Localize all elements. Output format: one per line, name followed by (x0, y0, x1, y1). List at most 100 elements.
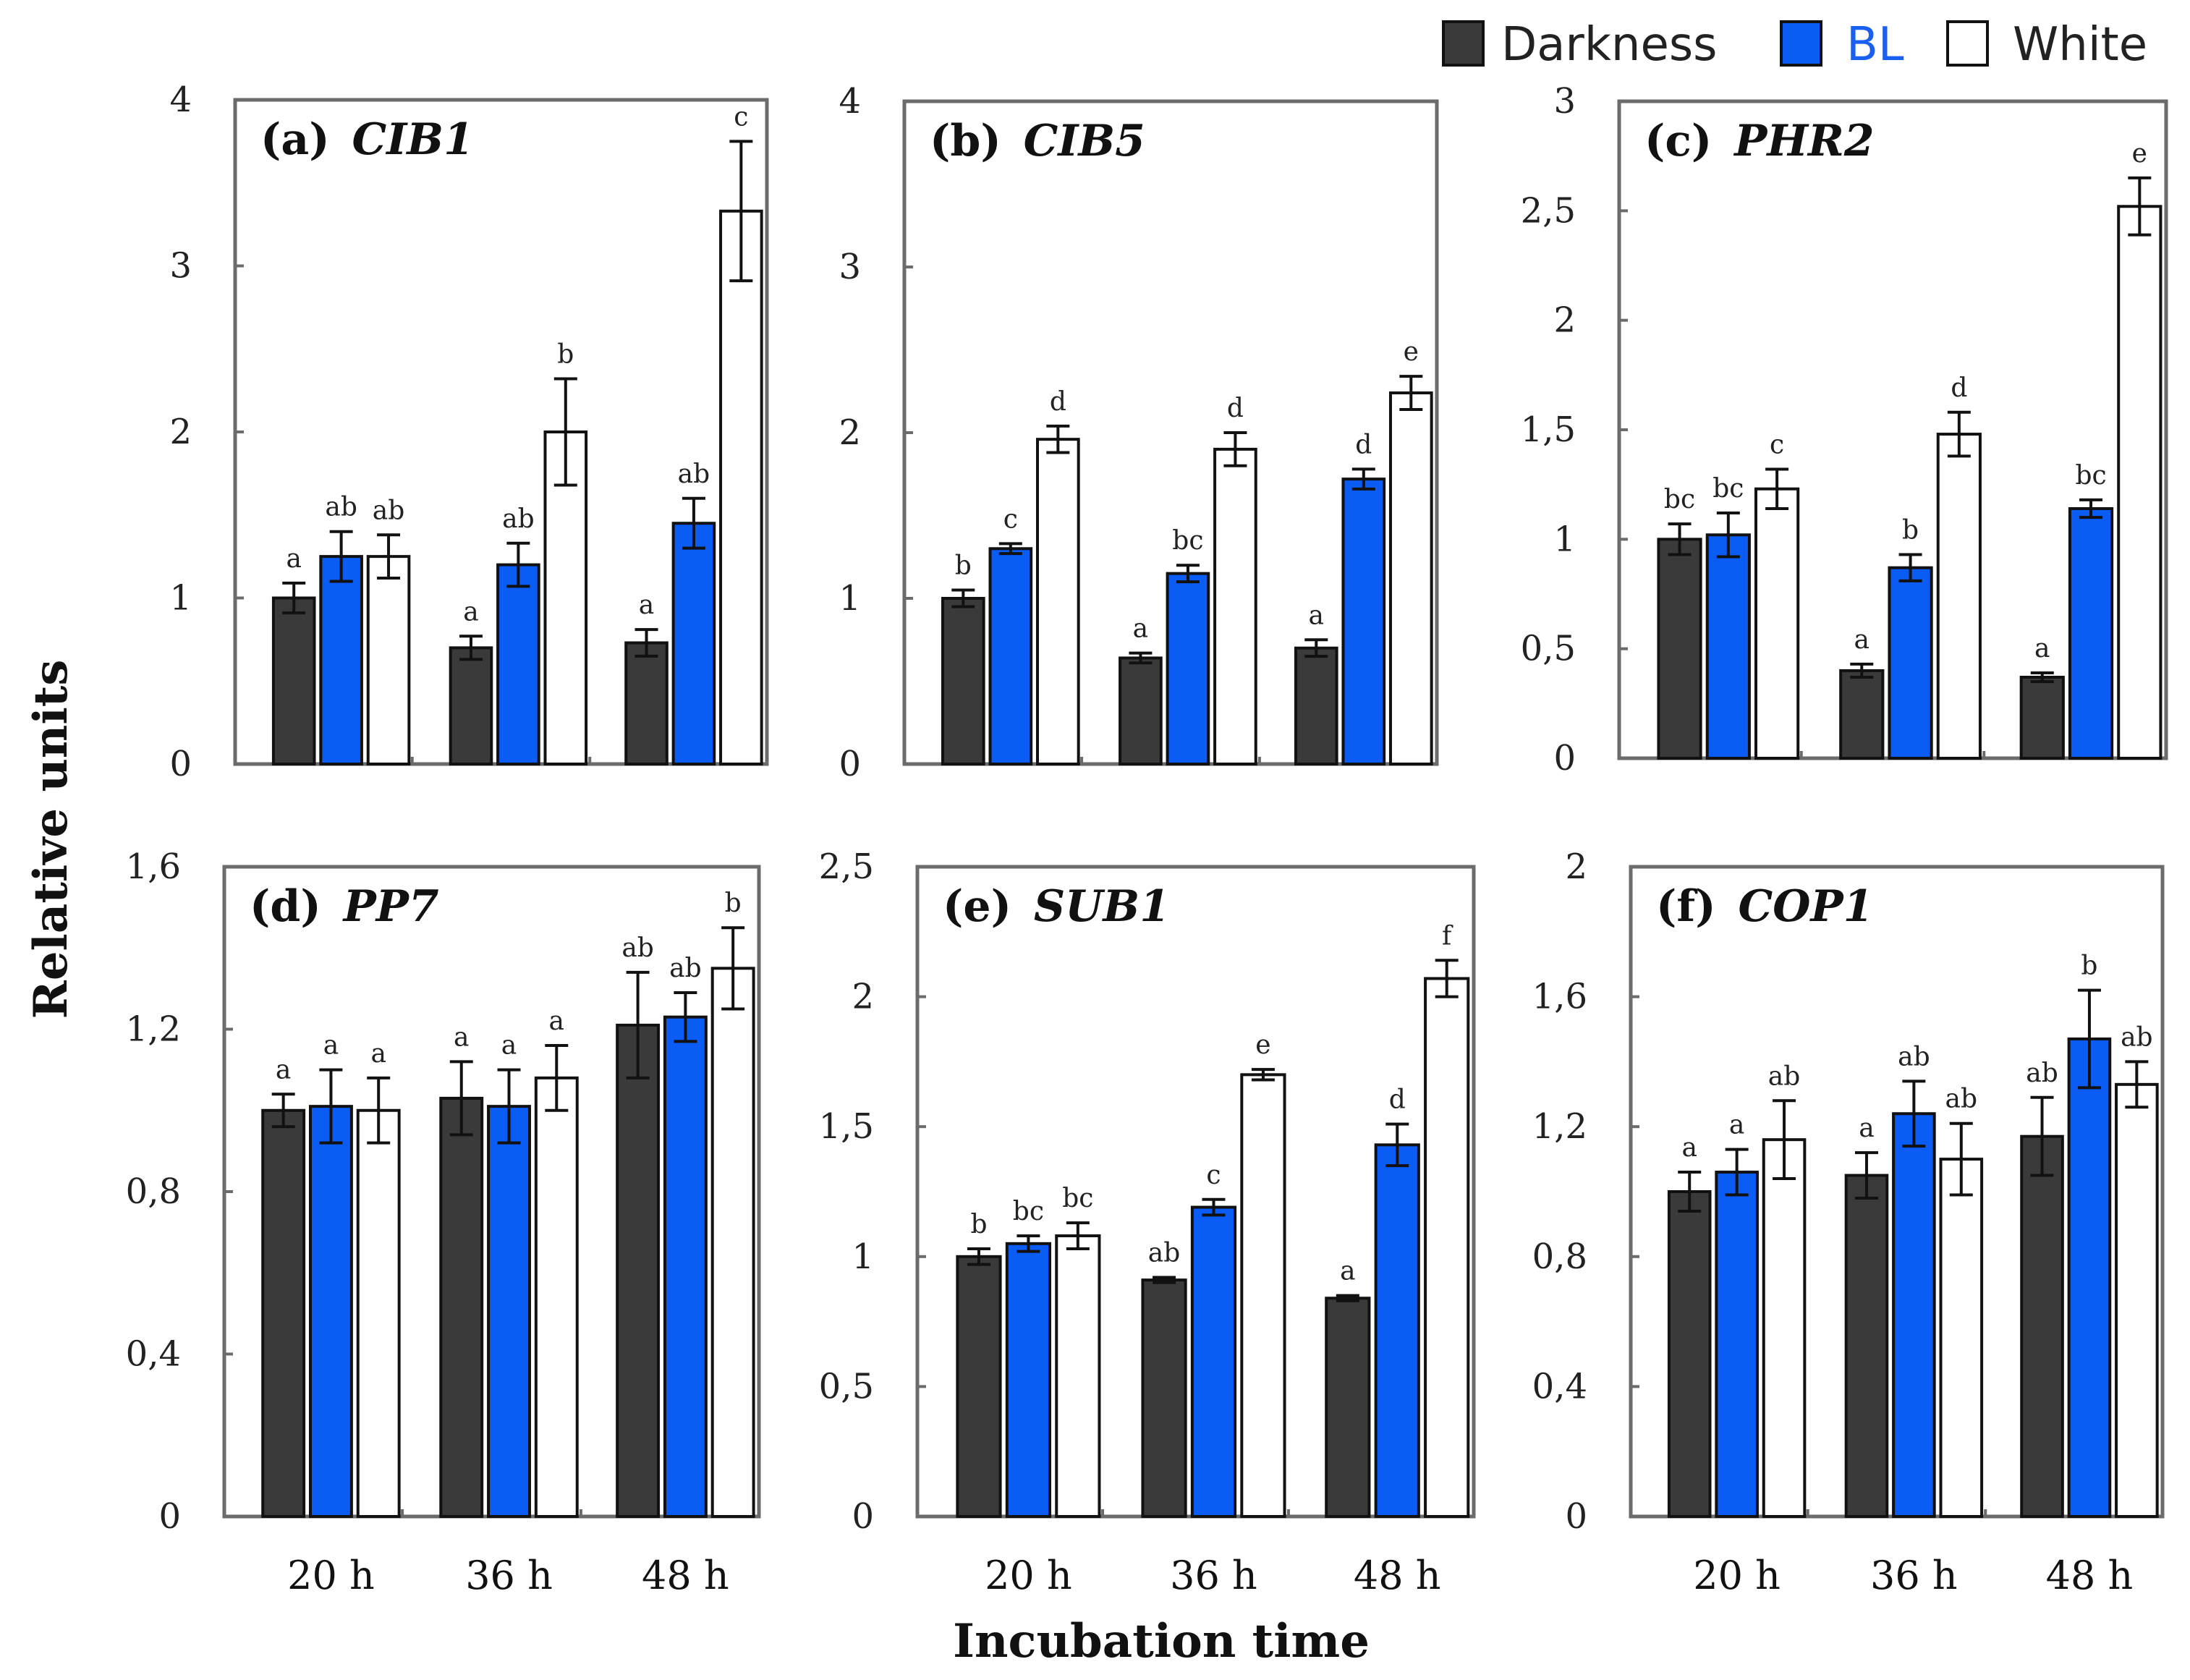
bar-white-1 (1055, 1234, 1101, 1518)
significance-letter: a (1340, 1257, 1355, 1286)
panel-title: (c) PHR2 (1644, 116, 1875, 166)
significance-letter: f (1442, 921, 1453, 951)
bar-darkness-1 (956, 1255, 1002, 1519)
significance-letter: ab (678, 459, 710, 489)
significance-letter: a (370, 1039, 386, 1069)
significance-letter: ab (325, 493, 357, 522)
bar-darkness-2 (1839, 669, 1885, 760)
bar-bl-1 (308, 1105, 353, 1518)
x-category-label: 36 h (1170, 1553, 1257, 1598)
bar-darkness-2 (449, 646, 493, 765)
significance-letter: b (2081, 951, 2097, 981)
significance-letter: c (1770, 430, 1784, 459)
legend-label-darkness: Darkness (1501, 18, 1718, 72)
y-tick-label: 0,4 (126, 1334, 181, 1375)
significance-letter: bc (1712, 474, 1744, 504)
significance-letter: a (1133, 614, 1148, 644)
y-tick-label: 0,5 (1521, 629, 1576, 669)
significance-letter: d (1355, 430, 1372, 459)
significance-letter: ab (2121, 1022, 2153, 1052)
bar-white-3 (710, 967, 755, 1518)
bar-white-2 (1240, 1073, 1286, 1518)
legend-swatch-white (1946, 20, 1989, 67)
x-category-label: 36 h (1870, 1553, 1958, 1598)
y-tick-label: 1 (852, 1236, 874, 1277)
y-tick-label: 1 (169, 578, 192, 619)
significance-letter: ab (1768, 1061, 1801, 1091)
bar-darkness-3 (1325, 1297, 1371, 1518)
bar-bl-3 (2068, 506, 2114, 760)
significance-letter: a (1309, 601, 1324, 630)
significance-letter: ab (1898, 1042, 1930, 1072)
gene-name: PP7 (342, 881, 439, 932)
bar-white-2 (1213, 447, 1257, 766)
bar-white-3 (1388, 391, 1433, 765)
legend-label-bl: BL (1846, 18, 1904, 72)
significance-letter: ab (1945, 1085, 1978, 1114)
y-tick-label: 0,5 (819, 1366, 874, 1407)
legend-swatch-bl (1780, 20, 1822, 67)
bar-white-2 (1936, 433, 1982, 760)
panel-title: (d) PP7 (250, 881, 439, 932)
bar-bl-2 (1888, 566, 1933, 760)
bar-bl-3 (1374, 1143, 1420, 1518)
x-category-label: 20 h (287, 1553, 375, 1598)
significance-letter: b (557, 340, 574, 370)
y-tick-label: 3 (169, 246, 192, 287)
bar-white-2 (534, 1076, 579, 1518)
y-tick-label: 4 (839, 81, 861, 122)
bar-white-2 (1939, 1158, 1984, 1518)
x-category-label: 20 h (985, 1553, 1072, 1598)
x-category-label: 48 h (2046, 1553, 2134, 1598)
bar-bl-3 (2067, 1037, 2112, 1518)
bar-darkness-2 (1141, 1278, 1187, 1519)
y-tick-label: 1,5 (1521, 410, 1576, 450)
bar-bl-1 (1005, 1242, 1052, 1518)
panel-title: (e) SUB1 (943, 881, 1170, 932)
x-category-label: 48 h (642, 1553, 729, 1598)
bar-bl-2 (496, 563, 540, 765)
significance-letter: ab (621, 933, 654, 963)
bar-darkness-1 (271, 596, 316, 765)
significance-letter: ab (2026, 1059, 2058, 1088)
y-axis-title: Relative units (24, 660, 78, 1019)
y-tick-label: 0,4 (1532, 1366, 1587, 1407)
y-tick-label: 3 (839, 247, 861, 287)
panel-title: (b) CIB5 (930, 116, 1145, 166)
bar-darkness-1 (261, 1108, 306, 1518)
y-tick-label: 2 (1553, 300, 1576, 341)
gene-name: CIB1 (352, 114, 474, 165)
significance-letter: bc (1062, 1184, 1093, 1213)
significance-letter: ab (502, 504, 535, 534)
significance-letter: d (1951, 373, 1967, 403)
y-tick-label: 1,5 (819, 1106, 874, 1147)
significance-letter: b (955, 551, 972, 581)
significance-letter: c (734, 102, 748, 132)
significance-letter: bc (1013, 1197, 1044, 1226)
gene-name: CIB5 (1024, 116, 1145, 166)
legend-swatch-darkness (1442, 20, 1485, 67)
bar-bl-3 (663, 1015, 708, 1518)
bar-bl-1 (988, 547, 1033, 765)
y-tick-label: 1,2 (1532, 1106, 1587, 1147)
significance-letter: b (970, 1210, 987, 1239)
significance-letter: e (1255, 1030, 1270, 1060)
significance-letter: a (454, 1022, 469, 1052)
significance-letter: c (1206, 1161, 1221, 1190)
gene-name: COP1 (1738, 881, 1873, 932)
y-tick-label: 1,6 (126, 847, 181, 887)
significance-letter: a (1859, 1113, 1874, 1143)
significance-letter: ab (669, 954, 702, 983)
bar-white-1 (1754, 487, 1800, 760)
bar-bl-1 (1715, 1171, 1759, 1519)
x-category-label: 48 h (1354, 1553, 1441, 1598)
y-tick-label: 0 (852, 1496, 874, 1537)
significance-letter: a (549, 1006, 564, 1036)
bar-darkness-3 (2019, 676, 2065, 760)
y-tick-label: 1,6 (1532, 977, 1587, 1017)
